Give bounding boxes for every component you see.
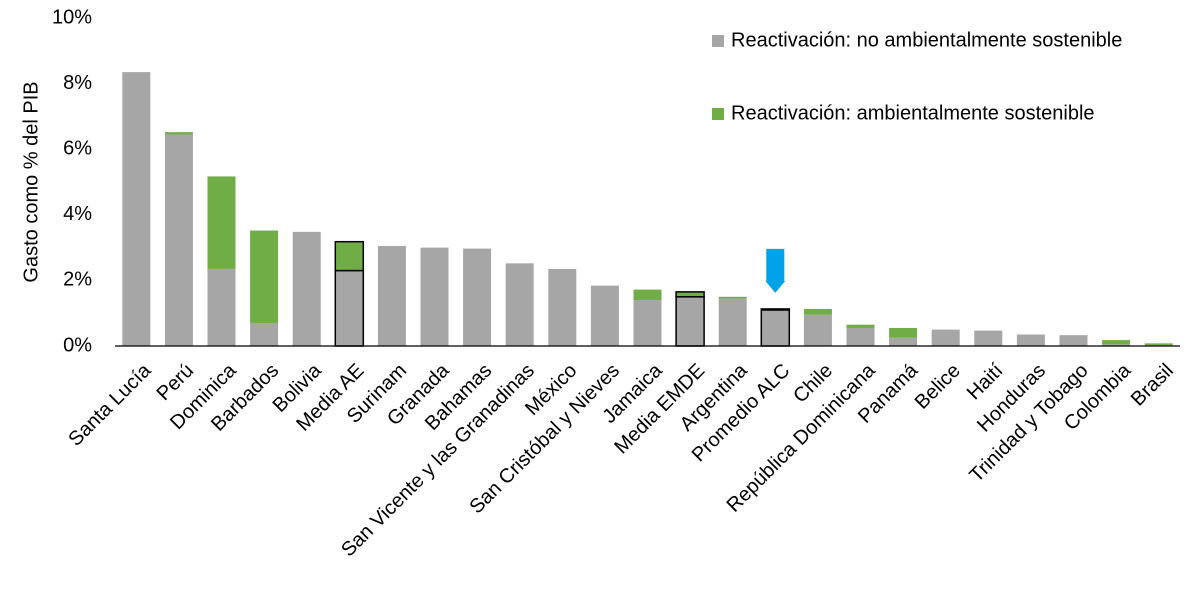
bar-segment [675, 291, 705, 298]
bar-segment [675, 296, 705, 347]
bar-segment [377, 245, 406, 346]
bars [122, 72, 1173, 347]
x-tick-label: Santa Lucía [64, 359, 156, 451]
bar-segment [803, 308, 832, 315]
bar-segment [1102, 344, 1131, 346]
bar-segment [463, 248, 492, 346]
bar-segment [334, 269, 365, 347]
y-tick-label: 8% [63, 72, 92, 94]
bar-segment [1016, 334, 1045, 346]
y-tick-label: 2% [63, 269, 92, 291]
y-tick-label: 4% [63, 203, 92, 225]
bar-segment [334, 240, 365, 272]
bar-segment [760, 308, 791, 311]
y-tick-label: 10% [52, 6, 92, 28]
bar-segment [633, 300, 662, 346]
y-axis-label: Gasto como % del PIB [20, 81, 42, 282]
down-arrow-icon [765, 248, 786, 293]
x-tick-label: Brasil [1127, 360, 1178, 411]
legend: Reactivación: no ambientalmente sostenib… [712, 29, 1122, 124]
bar-segment [803, 314, 832, 346]
bar-segment [548, 268, 577, 346]
annotation [765, 248, 786, 293]
bar-segment [633, 289, 662, 301]
bar-segment [250, 323, 279, 346]
bar-segment [207, 268, 236, 346]
x-axis-labels: Santa LucíaPerúDominicaBarbadosBoliviaMe… [64, 359, 1177, 561]
bar-segment [207, 176, 236, 269]
bar-segment [1102, 340, 1131, 345]
bar-segment [505, 263, 534, 346]
bar-segment [846, 324, 875, 328]
y-axis-ticks: 0% 2% 4% 6% 8% 10% [52, 6, 92, 356]
bar-segment [846, 327, 875, 346]
bar-segment [931, 329, 960, 346]
bar-segment [164, 132, 193, 135]
bar-segment [420, 247, 449, 346]
bar-segment [889, 327, 918, 338]
x-tick-label: Belice [911, 360, 965, 414]
bar-segment [250, 230, 279, 324]
bar-segment [718, 298, 747, 346]
legend-swatch [712, 108, 724, 120]
bar-segment [718, 296, 747, 299]
bar-segment [292, 231, 321, 346]
legend-label: Reactivación: no ambientalmente sostenib… [731, 29, 1122, 51]
legend-label: Reactivación: ambientalmente sostenible [731, 102, 1095, 124]
bar-segment [760, 309, 791, 347]
y-tick-label: 0% [63, 334, 92, 356]
bar-segment [1144, 343, 1173, 346]
y-tick-label: 6% [63, 137, 92, 159]
bar-segment [122, 72, 151, 347]
legend-swatch [712, 35, 724, 47]
bar-segment [590, 285, 619, 346]
bar-segment [1059, 335, 1088, 346]
bar-segment [889, 337, 918, 346]
bar-segment [164, 134, 193, 346]
bar-segment [974, 330, 1003, 346]
